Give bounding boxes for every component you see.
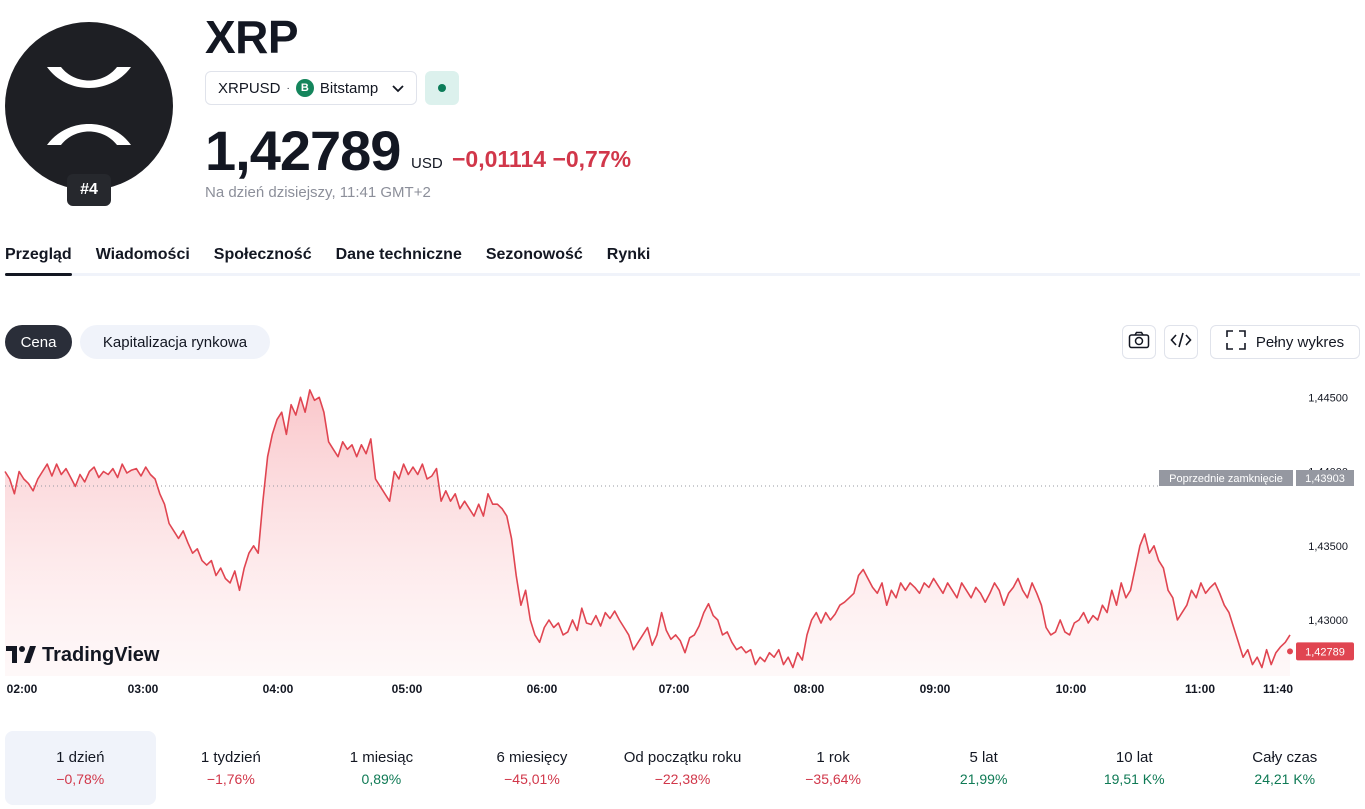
price-toggle-button[interactable]: Cena bbox=[5, 325, 72, 359]
tab-bar: Przegląd Wiadomości Społeczność Dane techni… bbox=[5, 246, 674, 276]
asset-title: XRP bbox=[205, 11, 299, 63]
market-cap-toggle-button[interactable]: Kapitalizacja rynkowa bbox=[80, 325, 270, 359]
x-tick-label: 04:00 bbox=[263, 682, 294, 696]
last-price-dot bbox=[1287, 648, 1293, 655]
period-button-1[interactable]: 1 tydzień −1,76% bbox=[156, 731, 307, 805]
camera-icon bbox=[1128, 331, 1150, 354]
asset-logo: #4 bbox=[5, 22, 173, 206]
chevron-down-icon bbox=[392, 80, 404, 97]
period-button-4[interactable]: Od początku roku −22,38% bbox=[607, 731, 758, 805]
period-label: 1 dzień bbox=[56, 749, 105, 766]
period-button-6[interactable]: 5 lat 21,99% bbox=[908, 731, 1059, 805]
tab-3[interactable]: Dane techniczne bbox=[335, 246, 462, 263]
x-tick-label: 09:00 bbox=[920, 682, 951, 696]
x-tick-label: 11:40 bbox=[1263, 682, 1293, 696]
x-tick-label: 11:00 bbox=[1185, 682, 1215, 696]
period-change: −0,78% bbox=[56, 771, 105, 787]
period-label: 1 tydzień bbox=[200, 749, 261, 766]
last-price-label: 1,42789 bbox=[1296, 642, 1354, 661]
x-tick-label: 08:00 bbox=[794, 682, 825, 696]
previous-close-value: 1,43903 bbox=[1305, 473, 1345, 485]
x-tick-label: 03:00 bbox=[128, 682, 159, 696]
x-axis: 02:00 03:00 04:00 05:00 06:00 07:00 08:00 09:00… bbox=[7, 682, 1294, 696]
period-label: Od początku roku bbox=[623, 749, 742, 766]
period-change: −45,01% bbox=[504, 771, 560, 787]
tab-0[interactable]: Przegląd bbox=[5, 246, 96, 276]
x-tick-label: 02:00 bbox=[7, 682, 38, 696]
period-button-8[interactable]: Cały czas 24,21 K% bbox=[1210, 731, 1361, 805]
market-status-button[interactable] bbox=[425, 71, 459, 105]
price-change-abs: −0,01114 bbox=[452, 146, 547, 172]
fullscreen-label: Pełny wykres bbox=[1255, 333, 1345, 351]
period-label: 6 miesięcy bbox=[496, 749, 568, 766]
tab-5[interactable]: Rynki bbox=[606, 246, 651, 263]
live-status-dot-icon bbox=[438, 84, 446, 92]
performance-periods: 1 dzień −0,78% 1 tydzień −1,76% 1 miesiąc 0,8… bbox=[5, 731, 1360, 805]
embed-button[interactable] bbox=[1164, 325, 1198, 359]
x-tick-label: 06:00 bbox=[527, 682, 558, 696]
bitstamp-icon: B bbox=[295, 79, 314, 97]
y-tick-label: 1,44500 bbox=[1308, 392, 1348, 404]
exchange-label: Bitstamp bbox=[319, 79, 379, 97]
fullscreen-icon bbox=[1226, 330, 1246, 354]
period-change: 19,51 K% bbox=[1103, 771, 1165, 787]
period-label: 5 lat bbox=[969, 749, 998, 766]
period-label: Cały czas bbox=[1252, 749, 1318, 766]
previous-close-label: Poprzednie zamknięcie 1,43903 bbox=[1159, 470, 1354, 486]
tab-4[interactable]: Sezonowość bbox=[485, 246, 583, 263]
rank-badge: #4 bbox=[67, 174, 111, 206]
xrp-logo-icon bbox=[5, 22, 173, 190]
tab-1[interactable]: Wiadomości bbox=[95, 246, 190, 263]
previous-close-text: Poprzednie zamknięcie bbox=[1169, 473, 1283, 485]
period-button-2[interactable]: 1 miesiąc 0,89% bbox=[306, 731, 457, 805]
tradingview-watermark: TradingView bbox=[6, 644, 160, 666]
tab-2[interactable]: Społeczność bbox=[213, 246, 312, 263]
price-change: −0,01114 −0,77% bbox=[452, 146, 631, 173]
x-tick-label: 07:00 bbox=[659, 682, 690, 696]
x-tick-label: 10:00 bbox=[1056, 682, 1087, 696]
watermark-text: TradingView bbox=[42, 644, 160, 666]
fullscreen-chart-button[interactable]: Pełny wykres bbox=[1210, 325, 1360, 359]
period-change: −1,76% bbox=[206, 771, 255, 787]
price-timestamp: Na dzień dzisiejszy, 11:41 GMT+2 bbox=[205, 184, 431, 201]
price-line bbox=[4, 389, 1291, 669]
x-tick-label: 05:00 bbox=[392, 682, 423, 696]
period-button-3[interactable]: 6 miesięcy −45,01% bbox=[457, 731, 608, 805]
separator: · bbox=[286, 82, 290, 94]
symbol-label: XRPUSD bbox=[218, 79, 281, 97]
last-price-value: 1,42789 bbox=[1305, 646, 1345, 658]
period-change: 0,89% bbox=[361, 771, 402, 787]
current-price: 1,42789 bbox=[205, 119, 401, 182]
price-currency: USD bbox=[411, 155, 443, 172]
period-button-0[interactable]: 1 dzień −0,78% bbox=[5, 731, 156, 805]
symbol-selector[interactable]: XRPUSD · B Bitstamp bbox=[205, 71, 417, 105]
y-tick-label: 1,43500 bbox=[1308, 541, 1348, 553]
period-label: 1 miesiąc bbox=[349, 749, 414, 766]
y-tick-label: 1,43000 bbox=[1308, 615, 1348, 627]
tabs-divider bbox=[5, 273, 1360, 276]
period-button-7[interactable]: 10 lat 19,51 K% bbox=[1059, 731, 1210, 805]
code-embed-icon bbox=[1170, 331, 1192, 354]
tradingview-logo-icon bbox=[6, 646, 36, 663]
snapshot-button[interactable] bbox=[1122, 325, 1156, 359]
period-label: 10 lat bbox=[1115, 749, 1153, 766]
period-change: −22,38% bbox=[654, 771, 711, 787]
price-area-fill bbox=[5, 389, 1290, 676]
period-change: 21,99% bbox=[959, 771, 1008, 787]
period-label: 1 rok bbox=[816, 749, 850, 766]
period-change: 24,21 K% bbox=[1254, 771, 1316, 787]
period-change: −35,64% bbox=[805, 771, 861, 787]
period-button-5[interactable]: 1 rok −35,64% bbox=[758, 731, 909, 805]
price-change-pct: −0,77% bbox=[552, 146, 632, 172]
